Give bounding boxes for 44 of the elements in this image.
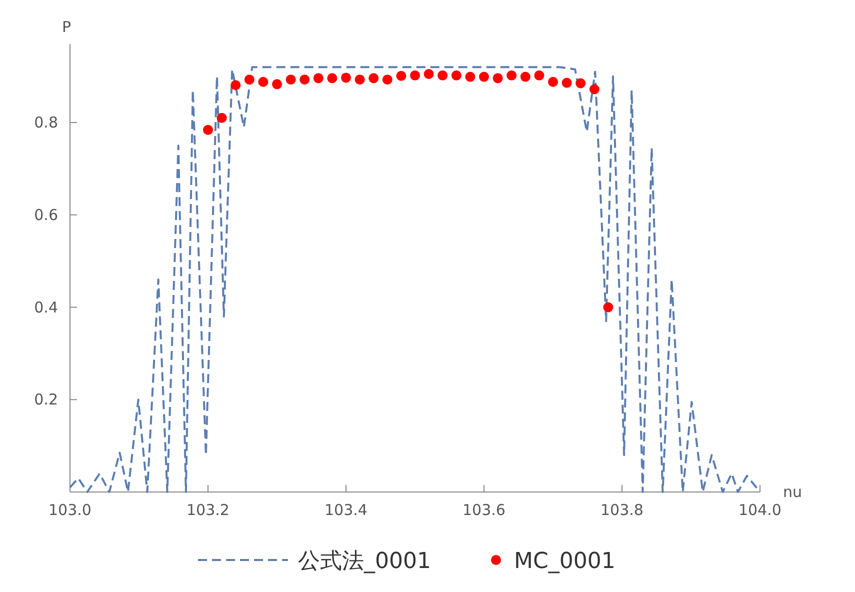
point bbox=[327, 73, 338, 84]
point bbox=[438, 70, 448, 80]
point bbox=[520, 72, 530, 82]
point bbox=[562, 78, 572, 88]
y-axis-title: P bbox=[62, 18, 72, 36]
y-tick-label: 0.2 bbox=[34, 390, 58, 409]
point bbox=[534, 70, 544, 80]
point bbox=[465, 72, 476, 82]
x-tick-label: 103.6 bbox=[462, 501, 506, 519]
point bbox=[492, 73, 503, 84]
point bbox=[382, 74, 392, 85]
point bbox=[548, 76, 558, 87]
point bbox=[286, 74, 296, 85]
y-tick-label: 0.8 bbox=[34, 114, 58, 132]
x-tick-label: 103.0 bbox=[48, 501, 92, 519]
point bbox=[341, 72, 351, 83]
x-tick-label: 103.4 bbox=[324, 501, 368, 519]
x-tick-label: 103.2 bbox=[186, 501, 230, 519]
legend-label: MC_0001 bbox=[514, 549, 616, 574]
point bbox=[410, 70, 420, 80]
point bbox=[272, 79, 282, 90]
point bbox=[203, 124, 213, 135]
point bbox=[396, 70, 406, 81]
point bbox=[506, 70, 517, 80]
point bbox=[300, 74, 310, 85]
y-tick-label: 0.6 bbox=[34, 206, 58, 224]
point bbox=[589, 84, 600, 94]
point bbox=[244, 74, 254, 85]
x-tick-label: 103.8 bbox=[600, 501, 644, 519]
point bbox=[368, 73, 379, 84]
point bbox=[230, 80, 241, 90]
legend-label: 公式法_0001 bbox=[298, 549, 431, 574]
point bbox=[576, 78, 586, 88]
y-tick-label: 0.4 bbox=[34, 298, 58, 316]
point bbox=[603, 302, 614, 312]
point bbox=[216, 112, 227, 123]
point bbox=[424, 69, 434, 80]
x-tick-label: 104.0 bbox=[738, 501, 782, 519]
point bbox=[258, 76, 268, 87]
point bbox=[313, 73, 324, 84]
point bbox=[479, 72, 489, 82]
point bbox=[354, 74, 365, 85]
point bbox=[451, 70, 462, 80]
x-axis-title: nu bbox=[783, 483, 802, 501]
